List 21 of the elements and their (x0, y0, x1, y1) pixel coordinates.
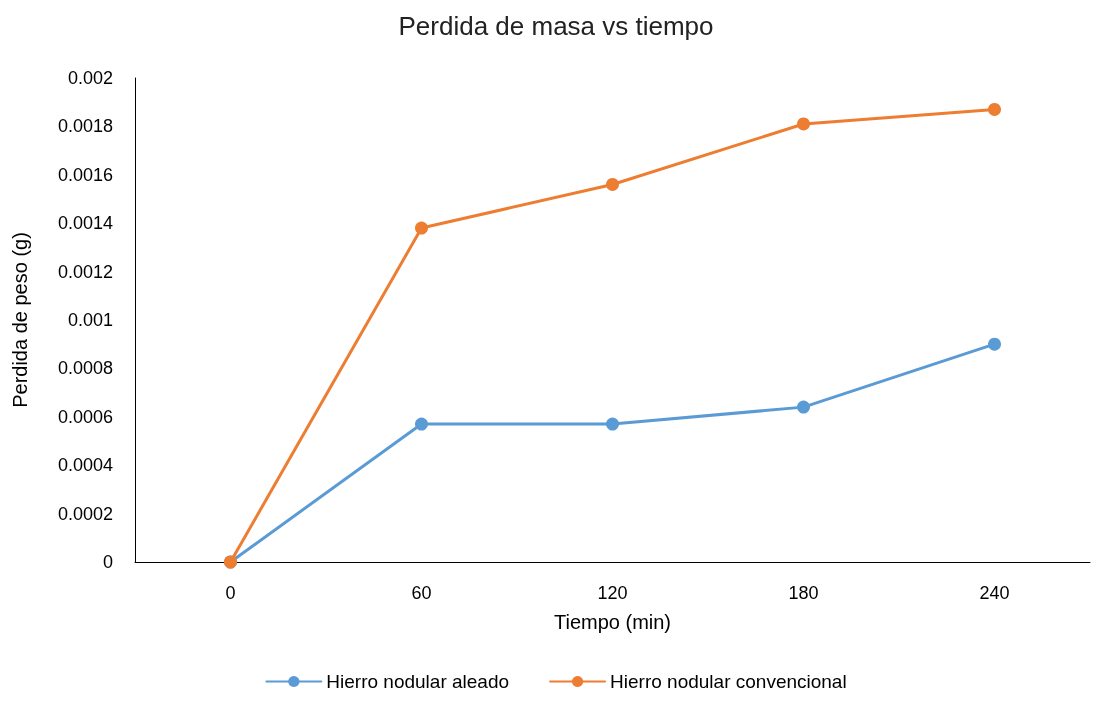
y-tick-label: 0.0014 (57, 213, 113, 234)
x-tick-label: 180 (788, 583, 819, 603)
y-tick-label: 0.0004 (57, 455, 113, 476)
y-tick-label: 0.0012 (57, 261, 113, 282)
y-tick-label: 0.0008 (57, 358, 113, 379)
x-tick-label: 0 (225, 583, 236, 603)
legend-label: Hierro nodular aleado (326, 671, 510, 692)
x-tick-label: 240 (979, 583, 1010, 603)
y-tick-label: 0 (102, 552, 113, 572)
y-tick-label: 0.0018 (57, 116, 113, 137)
y-tick-label: 0.0006 (57, 406, 113, 427)
y-tick-label: 0.0016 (57, 164, 113, 185)
x-tick-label: 60 (411, 583, 432, 603)
legend-label: Hierro nodular convencional (610, 671, 847, 692)
y-tick-label: 0.0002 (57, 503, 113, 524)
y-tick-label: 0.001 (67, 310, 113, 330)
y-axis-title: Perdida de peso (g) (9, 232, 31, 408)
y-tick-label: 0.002 (67, 68, 113, 88)
x-tick-label: 120 (597, 583, 628, 603)
chart-title: Perdida de masa vs tiempo (398, 11, 714, 41)
x-axis-title: Tiempo (min) (553, 611, 672, 633)
